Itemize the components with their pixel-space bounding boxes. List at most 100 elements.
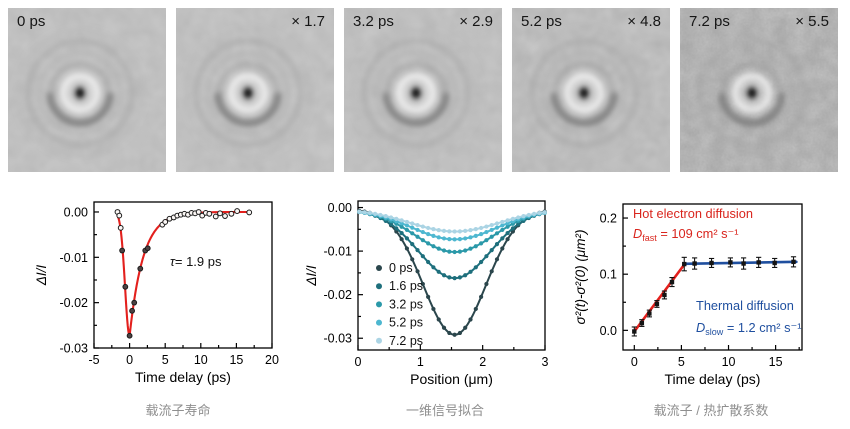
legend-label: 0 ps <box>389 261 413 275</box>
data-point <box>441 228 447 233</box>
legend-swatch <box>376 319 382 326</box>
data-point <box>516 215 521 220</box>
data-point <box>494 257 500 262</box>
panel-gain-label: × 2.9 <box>459 13 493 30</box>
data-point <box>415 227 420 233</box>
microscopy-image-panel: × 1.7 <box>176 8 334 172</box>
data-point <box>426 294 431 299</box>
data-point <box>447 237 452 242</box>
data-point <box>162 219 169 225</box>
y-tick-label: -0.02 <box>324 288 353 302</box>
data-point <box>410 231 415 236</box>
data-point <box>404 223 410 228</box>
data-point <box>516 222 521 227</box>
legend-label: 7.2 ps <box>389 334 423 348</box>
data-point <box>399 221 404 226</box>
data-point <box>394 216 399 221</box>
x-tick-label: 0 <box>631 355 638 369</box>
data-point <box>436 317 441 322</box>
data-point <box>468 235 473 240</box>
carrier-lifetime-chart: -5 0 5 10 15 20 -0.03 -0.02 -0.01 0.00 Time delay … <box>34 201 279 385</box>
caption-carrier-lifetime: 载流子寿命 <box>145 403 211 418</box>
data-point <box>741 261 746 266</box>
data-point <box>457 275 463 280</box>
data-point <box>228 210 235 217</box>
data-point <box>489 269 494 274</box>
data-point <box>431 227 436 232</box>
data-point <box>500 223 505 228</box>
x-tick-label: 15 <box>229 353 243 367</box>
legend-swatch <box>376 283 382 290</box>
data-point <box>404 219 410 225</box>
data-point <box>479 225 484 231</box>
panel-gain-label: × 4.8 <box>627 13 661 30</box>
data-point <box>420 229 425 235</box>
data-point <box>457 330 463 336</box>
data-point <box>441 236 447 241</box>
x-axis-title: Time delay (ps) <box>665 371 761 387</box>
data-point <box>473 233 478 238</box>
data-point <box>195 209 202 215</box>
data-point <box>682 261 687 267</box>
diffusion-chart: 0 5 10 15 0.0 0.1 0.2 Time delay (ps) σ²(t)-σ²(0… <box>573 203 803 387</box>
data-point <box>457 229 463 234</box>
data-point <box>500 227 505 233</box>
y-tick-label: 0.0 <box>600 324 617 338</box>
x-tick-label: -5 <box>88 353 99 367</box>
data-point <box>463 228 468 233</box>
legend-label: 5.2 ps <box>389 316 423 330</box>
data-point <box>473 227 478 232</box>
data-point <box>447 249 452 254</box>
data-point <box>399 237 404 242</box>
data-point <box>415 222 420 228</box>
panel-time-label: 7.2 ps <box>689 13 730 30</box>
data-point <box>117 224 124 231</box>
panel-time-label: 3.2 ps <box>353 13 394 30</box>
data-point <box>399 224 404 229</box>
data-point <box>441 248 447 253</box>
data-point <box>426 225 431 231</box>
data-point <box>373 211 378 217</box>
data-point <box>452 237 457 242</box>
x-tick-label: 3 <box>542 355 549 369</box>
data-point <box>479 259 484 265</box>
data-point <box>473 244 478 249</box>
data-point <box>234 208 241 214</box>
data-point <box>388 222 394 227</box>
data-point <box>692 261 697 266</box>
microscopy-image-panel: 3.2 ps × 2.9 <box>344 8 502 172</box>
data-point <box>217 210 223 217</box>
y-axis-title: ΔI/I <box>304 265 319 287</box>
data-point <box>441 273 447 278</box>
y-tick-label: -0.03 <box>60 342 89 356</box>
data-point <box>426 259 431 265</box>
data-point <box>505 230 510 236</box>
x-tick-label: 0 <box>126 353 133 367</box>
hot-annotation-title: Hot electron diffusion <box>633 206 753 221</box>
data-point <box>510 216 515 221</box>
data-point <box>436 246 441 251</box>
data-point <box>415 248 420 253</box>
data-point <box>122 283 129 290</box>
panel-time-label: 5.2 ps <box>521 13 562 30</box>
data-point <box>728 260 733 265</box>
data-point <box>542 210 547 215</box>
gaussian-fit-line <box>357 209 546 336</box>
data-point <box>479 294 484 299</box>
data-point <box>436 228 441 233</box>
data-point <box>383 214 388 219</box>
diffraction-ring-image <box>512 8 670 172</box>
data-point <box>119 247 126 254</box>
x-axis-title: Time delay (ps) <box>135 369 231 385</box>
data-point <box>484 281 489 287</box>
data-point <box>420 281 425 287</box>
data-point <box>431 306 436 312</box>
thermal-fit-line <box>682 260 798 266</box>
y-tick-label: 0.00 <box>64 205 88 219</box>
data-point <box>399 218 404 223</box>
y-tick-label: -0.03 <box>324 332 353 346</box>
diffraction-ring-image <box>176 8 334 172</box>
data-point <box>436 235 441 240</box>
data-point <box>489 227 494 233</box>
x-tick-label: 10 <box>194 353 208 367</box>
